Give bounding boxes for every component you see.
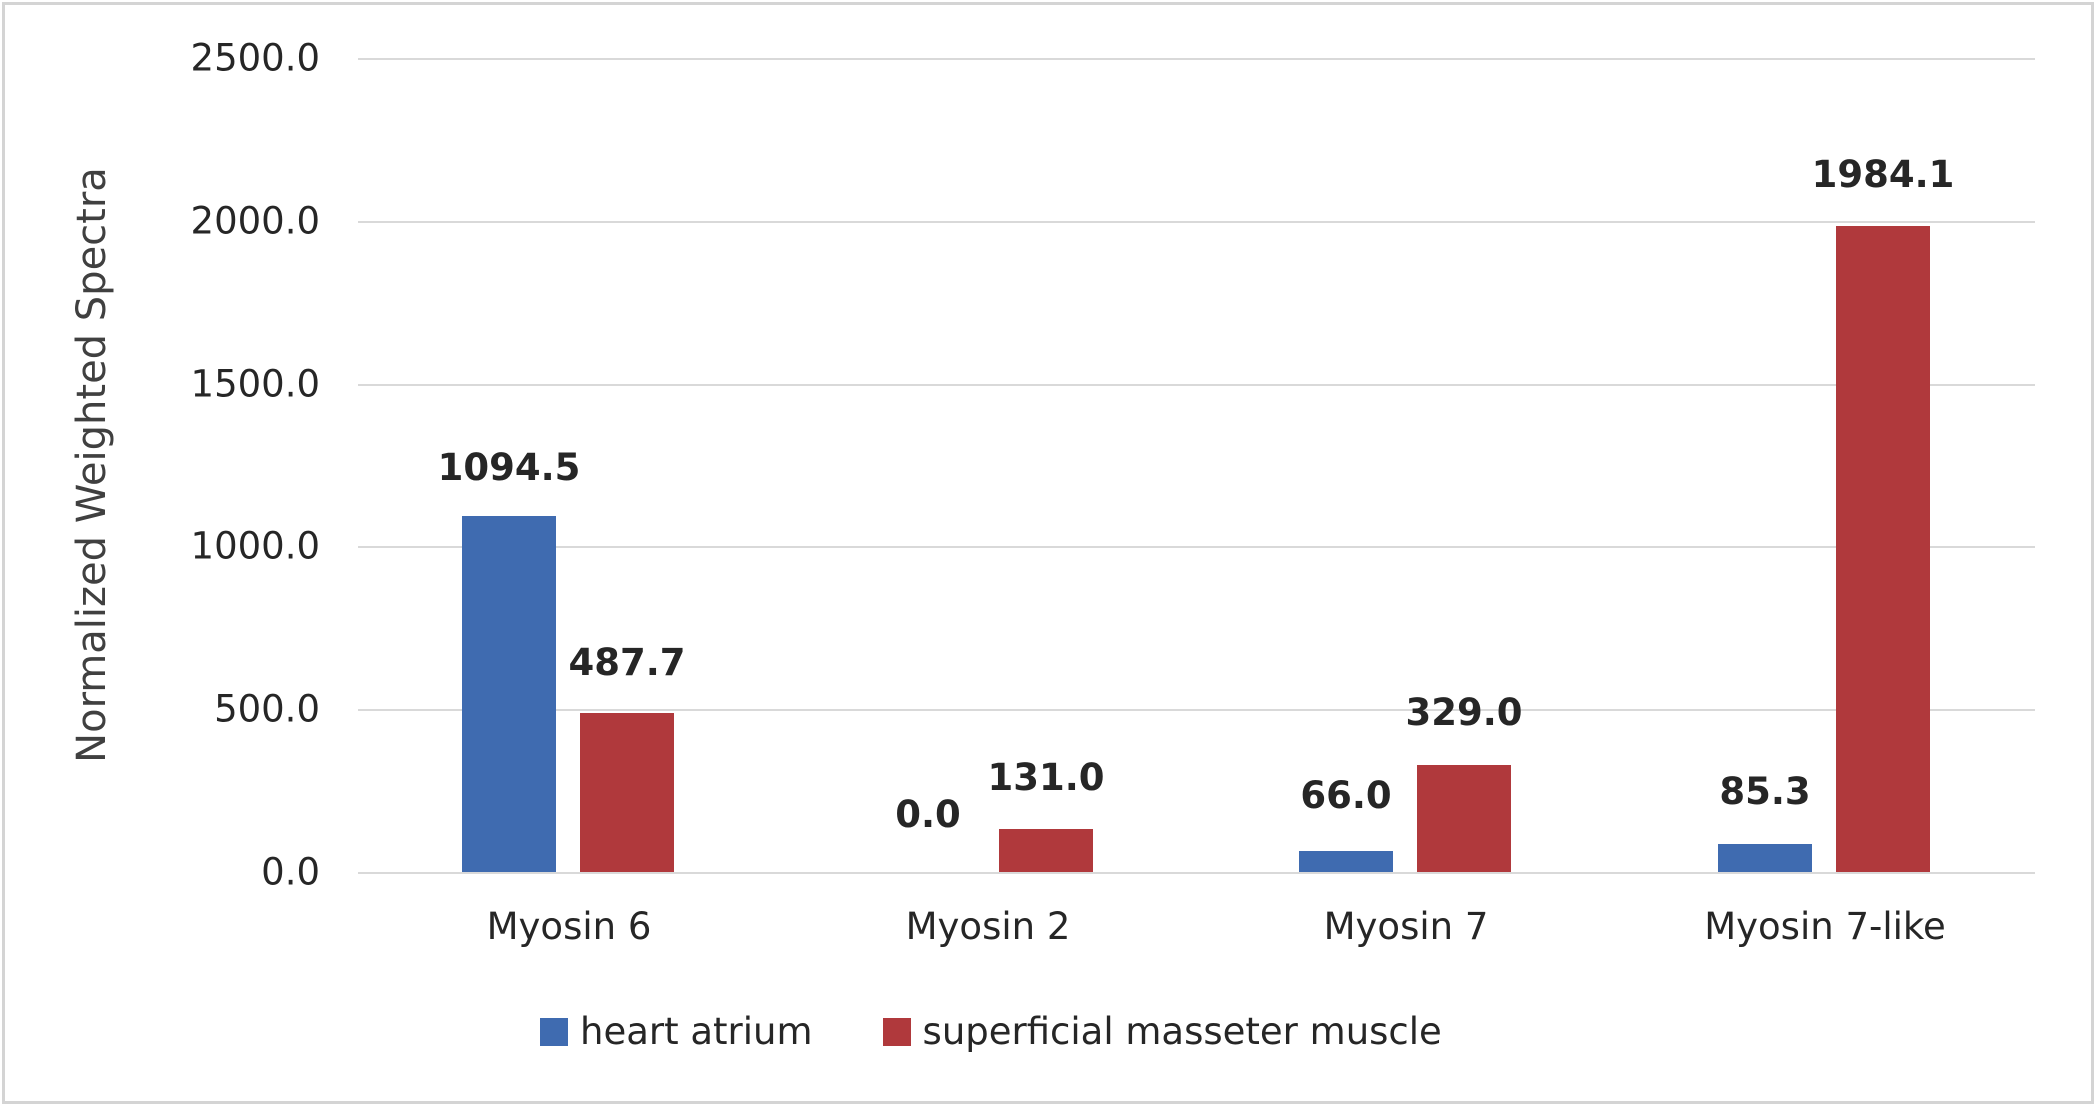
value-label: 85.3: [1719, 770, 1811, 813]
bar-heart-atrium-myosin-7-like: [1718, 844, 1812, 872]
legend-item-heart-atrium: heart atrium: [540, 1010, 813, 1053]
legend: heart atrium superficial masseter muscle: [540, 1010, 1442, 1053]
value-label: 487.7: [568, 641, 686, 684]
value-label: 66.0: [1300, 774, 1392, 817]
x-tick-label: Myosin 7: [1323, 905, 1489, 948]
value-label: 329.0: [1405, 691, 1523, 734]
gridline-1000: [358, 546, 2035, 548]
x-tick-label: Myosin 7-like: [1704, 905, 1946, 948]
value-label: 0.0: [895, 793, 961, 836]
legend-label: heart atrium: [580, 1010, 813, 1053]
legend-item-masseter: superficial masseter muscle: [882, 1010, 1442, 1053]
bar-masseter-myosin-7-like: [1836, 226, 1930, 872]
bar-masseter-myosin-6: [580, 713, 674, 872]
y-tick-label: 0.0: [261, 850, 320, 894]
gridline-2000: [358, 221, 2035, 223]
y-tick-label: 1500.0: [190, 362, 320, 406]
legend-label: superficial masseter muscle: [922, 1010, 1442, 1053]
bar-heart-atrium-myosin-6: [462, 516, 556, 872]
bar-heart-atrium-myosin-7: [1299, 851, 1393, 872]
gridline-500: [358, 709, 2035, 711]
value-label: 1984.1: [1811, 153, 1955, 196]
bar-masseter-myosin-2: [999, 829, 1093, 872]
plot-area: 0.0 500.0 1000.0 1500.0 2000.0 2500.0 10…: [191, 37, 2035, 894]
x-tick-label: Myosin 2: [905, 905, 1071, 948]
gridline-1500: [358, 384, 2035, 386]
y-tick-label: 2500.0: [190, 36, 320, 80]
legend-swatch-icon: [540, 1017, 568, 1046]
y-tick-label: 1000.0: [190, 524, 320, 568]
y-tick-label: 500.0: [214, 687, 320, 731]
x-tick-label: Myosin 6: [486, 905, 652, 948]
legend-swatch-icon: [882, 1017, 911, 1046]
y-axis-label: Normalized Weighted Spectra: [69, 167, 115, 763]
value-label: 1094.5: [437, 446, 581, 489]
gridline-2500: [358, 58, 2035, 60]
bar-masseter-myosin-7: [1417, 765, 1511, 872]
value-label: 131.0: [987, 756, 1105, 799]
gridline-0: [358, 872, 2035, 874]
y-tick-label: 2000.0: [190, 199, 320, 243]
